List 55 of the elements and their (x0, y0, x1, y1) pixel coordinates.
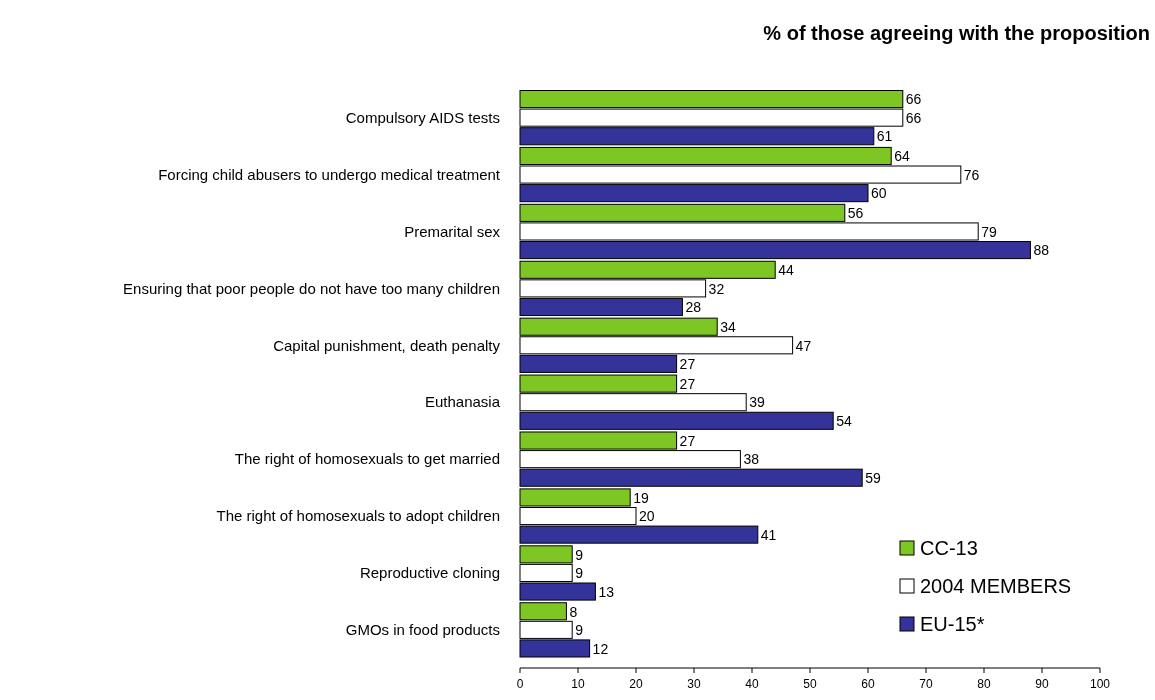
data-label: 38 (743, 451, 760, 468)
data-label: 32 (708, 280, 725, 297)
data-label: 41 (760, 526, 777, 543)
x-tick-label: 90 (1035, 677, 1049, 691)
x-tick-label: 60 (861, 677, 875, 691)
data-label: 34 (720, 318, 736, 335)
data-label: 54 (836, 413, 852, 430)
data-label: 13 (598, 583, 615, 600)
x-tick-label: 10 (571, 677, 585, 691)
data-label: 9 (575, 622, 584, 639)
data-label: 59 (865, 469, 881, 486)
data-label: 19 (633, 489, 649, 506)
x-tick-label: 0 (516, 677, 524, 691)
y-tick-label: The right of homosexuals to get married (234, 450, 500, 468)
data-label: 12 (592, 640, 609, 657)
x-tick-label: 80 (977, 677, 991, 691)
y-tick-label: The right of homosexuals to adopt children (216, 507, 500, 525)
data-label: 9 (575, 546, 584, 563)
x-tick-label: 40 (745, 677, 759, 691)
data-label: 44 (778, 262, 794, 279)
x-tick-label: 70 (919, 677, 933, 691)
data-label: 39 (749, 394, 765, 411)
x-tick-label: 20 (629, 677, 643, 691)
data-label: 64 (894, 148, 910, 165)
data-label: 27 (679, 375, 696, 392)
y-tick-label: Capital punishment, death penalty (273, 336, 501, 354)
y-tick-label: GMOs in food products (345, 621, 500, 639)
data-label: 27 (679, 432, 696, 449)
x-tick-label: 100 (1089, 677, 1111, 691)
data-label: 47 (795, 337, 812, 354)
data-label: 79 (981, 223, 997, 240)
data-label: 66 (905, 91, 922, 108)
y-tick-label: Premarital sex (404, 222, 501, 240)
data-label: 28 (685, 299, 702, 316)
y-tick-label: Ensuring that poor people do not have too many children (123, 279, 500, 297)
x-tick-label: 50 (803, 677, 817, 691)
legend-label: CC-13 (920, 537, 978, 559)
data-label: 61 (876, 128, 893, 145)
data-label: 20 (639, 508, 655, 525)
data-label: 8 (569, 603, 578, 620)
data-label: 88 (1033, 242, 1050, 259)
data-label: 66 (905, 109, 922, 126)
x-tick-label: 30 (687, 677, 701, 691)
data-label: 27 (679, 356, 696, 373)
y-tick-label: Compulsory AIDS tests (345, 108, 500, 126)
chart-title: % of those agreeing with the proposition (763, 22, 1150, 44)
data-label: 9 (575, 565, 584, 582)
y-tick-label: Euthanasia (424, 393, 501, 411)
legend-label: 2004 MEMBERS (920, 575, 1072, 597)
y-tick-label: Reproductive cloning (359, 564, 500, 582)
data-label: 76 (963, 166, 980, 183)
data-label: 60 (871, 185, 887, 202)
legend-label: EU-15* (920, 613, 985, 635)
y-tick-label: Forcing child abusers to undergo medical treatment (158, 165, 501, 183)
data-label: 56 (847, 205, 864, 222)
